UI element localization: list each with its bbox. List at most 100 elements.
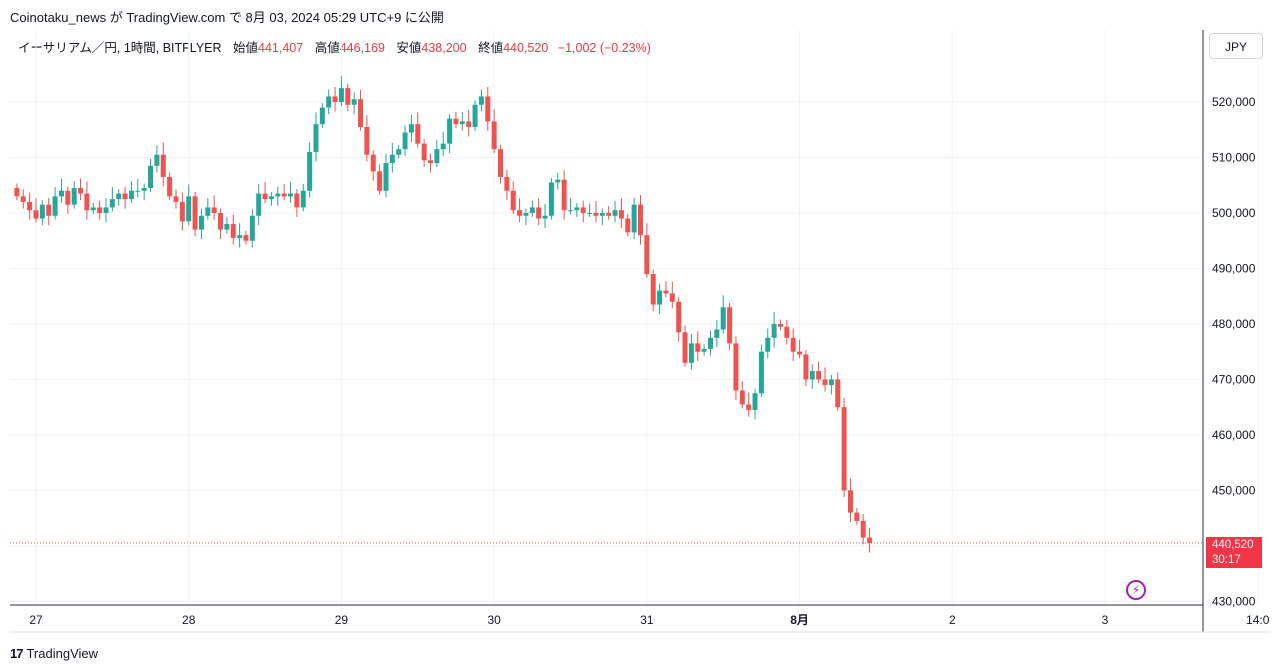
candle-body [707,337,713,349]
candle-body [485,96,491,122]
open-label: 始値 [233,41,259,55]
candle-body [97,207,103,213]
candle-body [58,190,64,197]
candle-body [383,163,389,191]
low-label: 安値 [396,41,422,55]
candle-body [148,165,154,189]
candle-body [466,121,472,127]
candle-body [695,343,701,352]
time-tick-label: 31 [640,613,654,627]
high-value: 446,169 [339,41,385,55]
candle-body [358,99,364,127]
candle-body [275,193,281,197]
candle-body [631,204,637,233]
candle-body [574,207,580,211]
candle-body [657,290,663,305]
candle-body [746,404,752,410]
candle-body [396,149,402,155]
candle-body [27,201,33,211]
candle-body [262,193,268,200]
candle-body [243,235,249,241]
price-tick-label: 490,000 [1212,261,1256,275]
candle-body [20,196,26,202]
candle-body [587,212,593,214]
candle-body [688,343,694,363]
candle-body [421,143,427,161]
open-value: 441,407 [258,41,304,55]
candle-body [224,224,230,230]
time-tick-label: 27 [29,613,43,627]
candle-body [478,96,484,105]
candle-body [351,99,357,105]
candle-body [370,154,376,172]
candle-body [364,126,370,155]
time-tick-label: 29 [335,613,349,627]
candle-body [650,274,656,305]
time-tick-label: 3 [1102,613,1109,627]
candle-body [218,212,224,230]
candle-body [128,190,134,200]
candle-body [141,188,147,191]
price-tick-label: 470,000 [1212,372,1256,386]
bar-countdown: 30:17 [1212,554,1241,566]
candle-body [835,379,841,408]
candle-body [90,207,96,211]
candle-body [561,179,567,211]
last-price-label: 440,520 30:17 [1206,537,1262,568]
candle-body [797,351,803,355]
candle-body [307,151,313,191]
candle-body [599,212,605,216]
candle-body [326,96,332,108]
candle-body [447,118,453,144]
candle-body [428,160,434,164]
candle-body [249,215,255,241]
candle-body [498,149,504,177]
candle-body [828,379,834,385]
candle-body [809,371,815,380]
candle-body [281,193,287,197]
candle-body [758,351,764,394]
chart-legend: イーサリアム／円, 1時間, BITFLYER 始値441,407 高値446,… [18,37,651,56]
candle-body [555,179,561,183]
low-value: 438,200 [421,41,467,55]
candle-body [103,207,109,213]
time-tick-label: 30 [487,613,501,627]
price-tick-label: 500,000 [1212,206,1256,220]
candle-body [663,290,669,294]
candle-body [256,193,262,216]
price-tick-label: 430,000 [1212,594,1256,608]
candle-body [46,204,52,216]
tradingview-logo[interactable]: 17 TradingView [10,646,98,661]
candle-body [790,337,796,352]
lightning-icon[interactable]: ⚡ [1126,580,1146,600]
candle-body [408,124,414,133]
candle-body [294,193,300,208]
candle-body [377,171,383,191]
price-tick-label: 460,000 [1212,428,1256,442]
candle-body [568,210,573,212]
currency-button[interactable]: JPY [1209,33,1263,59]
candle-body [720,307,726,330]
publish-info: Coinotaku_news が TradingView.com で 8月 03… [10,10,444,25]
candle-body [867,537,873,544]
candle-body [727,307,733,344]
candle-body [300,190,306,208]
close-value: 440,520 [503,41,549,55]
candle-body [71,188,77,205]
candle-body [593,212,599,216]
candle-body [160,154,166,177]
candle-body [504,176,510,191]
candle-body [345,88,351,105]
candle-body [434,149,440,164]
candle-body [637,204,643,236]
candle-body [192,196,198,230]
candle-body [739,390,745,405]
candle-body [415,124,421,144]
candle-body [84,193,90,211]
symbol-label[interactable]: イーサリアム／円, 1時間, BITFLYER [18,41,222,55]
candle-body [173,196,179,202]
candle-body [459,121,465,125]
candle-body [167,176,173,197]
high-label: 高値 [314,41,340,55]
